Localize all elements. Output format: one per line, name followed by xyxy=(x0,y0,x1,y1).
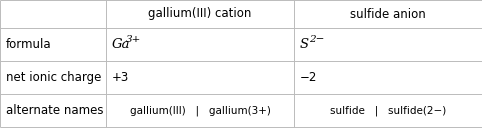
Text: gallium(III) cation: gallium(III) cation xyxy=(148,8,252,20)
Text: S: S xyxy=(300,38,309,51)
Text: −2: −2 xyxy=(300,71,317,84)
Text: sulfide anion: sulfide anion xyxy=(350,8,426,20)
Text: formula: formula xyxy=(6,38,52,51)
Text: alternate names: alternate names xyxy=(6,104,104,117)
Text: 3+: 3+ xyxy=(126,35,141,44)
Text: +3: +3 xyxy=(112,71,129,84)
Text: Ga: Ga xyxy=(112,38,131,51)
Text: gallium(III)   |   gallium(3+): gallium(III) | gallium(3+) xyxy=(130,105,270,116)
Text: net ionic charge: net ionic charge xyxy=(6,71,101,84)
Text: 2−: 2− xyxy=(309,35,324,44)
Text: sulfide   |   sulfide(2−): sulfide | sulfide(2−) xyxy=(330,105,446,116)
